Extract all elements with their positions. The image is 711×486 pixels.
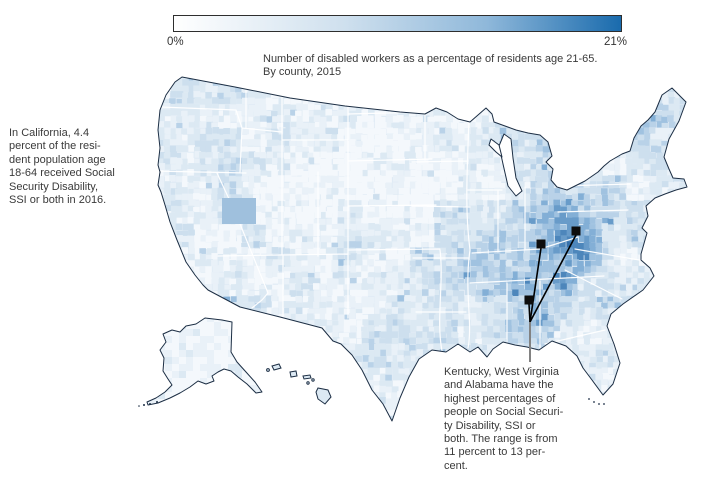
callout-line-west-virginia	[529, 234, 577, 323]
caption-line-2: By county, 2015	[263, 66, 342, 78]
large-county-patch	[222, 198, 256, 224]
caption-line-1: Number of disabled workers as a percenta…	[263, 53, 598, 65]
green-bay	[488, 138, 503, 158]
marker-alabama	[524, 295, 534, 305]
chart-caption: Number of disabled workers as a percenta…	[263, 53, 683, 79]
aleutian-islands	[138, 401, 158, 407]
alaska-county-texture	[147, 318, 262, 405]
callout-markers	[524, 226, 581, 362]
annotation-southeast: Kentucky, West Virginia and Alabama have…	[444, 366, 564, 472]
marker-kentucky	[536, 239, 546, 249]
annotation-california: In California, 4.4 percent of the resi- …	[9, 127, 115, 207]
hawaii-islands	[266, 363, 332, 405]
legend-min-label: 0%	[167, 36, 184, 48]
callout-line-alabama	[528, 303, 531, 323]
florida-keys	[588, 398, 605, 405]
legend-gradient-bar	[173, 15, 622, 32]
callout-line-kentucky	[529, 247, 542, 323]
legend-max-label: 21%	[604, 36, 628, 48]
marker-west-virginia	[571, 226, 581, 236]
